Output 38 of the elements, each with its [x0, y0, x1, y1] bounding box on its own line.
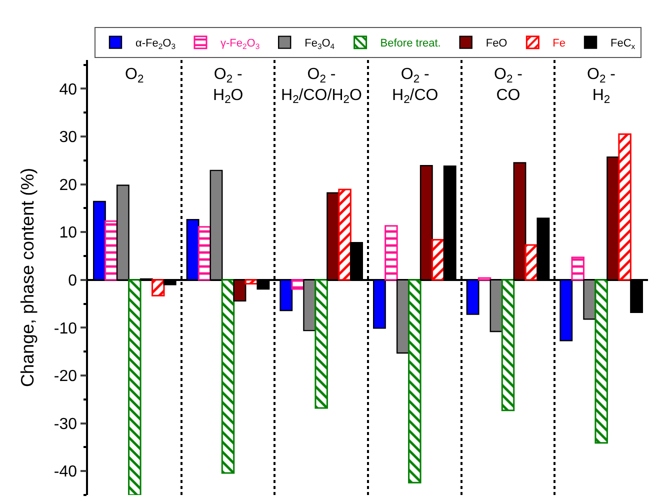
y-tick-label: 0 [68, 272, 78, 290]
category-label: O$_{2}$ - H$_{2}$/CO [392, 66, 438, 106]
bar [384, 225, 398, 281]
y-tick-label: 30 [59, 129, 78, 146]
bar [104, 220, 118, 281]
bar [501, 279, 515, 412]
x-tick-label: O$_{2}$ - CO [494, 66, 522, 104]
legend-label: α-Fe$_{2}$O$_{3}$ [136, 38, 176, 51]
x-tick-label: O$_{2}$ [125, 66, 144, 86]
y-tick-label: -30 [54, 416, 78, 433]
y-axis-title: Change, phase content (%) [18, 168, 38, 388]
bar [432, 238, 445, 281]
bar [594, 279, 608, 444]
legend-label: FeO [486, 38, 508, 50]
y-tick-label: -10 [54, 320, 78, 338]
bar [128, 279, 142, 495]
bar [571, 256, 584, 281]
y-tick-label: 20 [59, 176, 78, 194]
bar [152, 279, 165, 296]
text: Fe [552, 38, 566, 50]
y-tick-label: -40 [54, 464, 78, 481]
y-tick-label: 10 [59, 224, 78, 242]
y-tick-label: 40 [59, 81, 78, 98]
bar [408, 279, 422, 484]
bar [338, 188, 352, 281]
bar [198, 226, 212, 281]
x-tick-label: O$_{2}$ - H$_{2}$O [213, 66, 244, 106]
text: Before treat. [380, 38, 441, 50]
bar [314, 279, 328, 409]
legend-label: FeC$_{x}$ [610, 38, 636, 51]
legend-label: Fe$_{3}$O$_{4}$ [304, 38, 336, 51]
text: γ-Fe$_{2}$O$_{3}$ [220, 38, 260, 51]
y-tick-label: -20 [54, 368, 78, 386]
category-label: O$_{2}$ - H$_{2}$/CO/H$_{2}$O [281, 66, 362, 106]
bar [618, 133, 632, 281]
bar [221, 279, 235, 474]
x-tick-label: O$_{2}$ - H$_{2}$ [587, 66, 616, 106]
bar [244, 279, 258, 284]
